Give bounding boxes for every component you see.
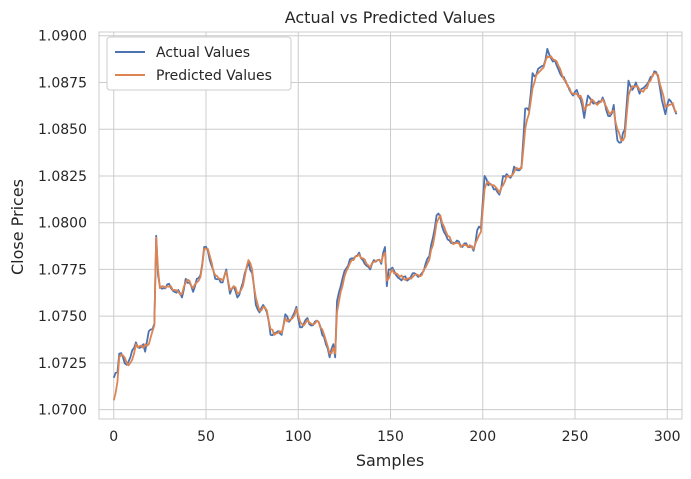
x-tick-label: 150 bbox=[377, 429, 404, 445]
legend-label-predicted: Predicted Values bbox=[156, 68, 272, 84]
x-tick-label: 100 bbox=[285, 429, 312, 445]
x-tick-label: 50 bbox=[197, 429, 215, 445]
y-tick-label: 1.0775 bbox=[38, 262, 87, 278]
y-axis-ticks: 1.0700 1.0725 1.0750 1.0775 1.0800 1.0825 1.08… bbox=[38, 29, 87, 419]
x-axis-label: Samples bbox=[356, 451, 424, 470]
y-tick-label: 1.0800 bbox=[38, 216, 87, 232]
chart-title: Actual vs Predicted Values bbox=[285, 8, 496, 27]
x-tick-label: 300 bbox=[654, 429, 681, 445]
y-tick-label: 1.0850 bbox=[38, 122, 87, 138]
y-axis-label: Close Prices bbox=[8, 179, 27, 275]
y-tick-label: 1.0825 bbox=[38, 169, 87, 185]
legend-box bbox=[106, 36, 292, 91]
x-tick-label: 0 bbox=[109, 429, 118, 445]
grid-lines bbox=[99, 32, 682, 419]
x-axis-ticks: 0 50 100 150 200 250 300 bbox=[109, 429, 680, 445]
x-tick-label: 250 bbox=[562, 429, 589, 445]
y-tick-label: 1.0725 bbox=[38, 356, 87, 372]
y-tick-label: 1.0700 bbox=[38, 403, 87, 419]
y-tick-label: 1.0900 bbox=[38, 29, 87, 45]
x-tick-label: 200 bbox=[469, 429, 496, 445]
series-layer bbox=[112, 47, 678, 401]
y-tick-label: 1.0750 bbox=[38, 309, 87, 325]
legend-label-actual: Actual Values bbox=[156, 45, 250, 61]
predicted-values-line bbox=[112, 55, 678, 401]
y-tick-label: 1.0875 bbox=[38, 75, 87, 91]
legend: Actual Values Predicted Values bbox=[106, 36, 292, 91]
